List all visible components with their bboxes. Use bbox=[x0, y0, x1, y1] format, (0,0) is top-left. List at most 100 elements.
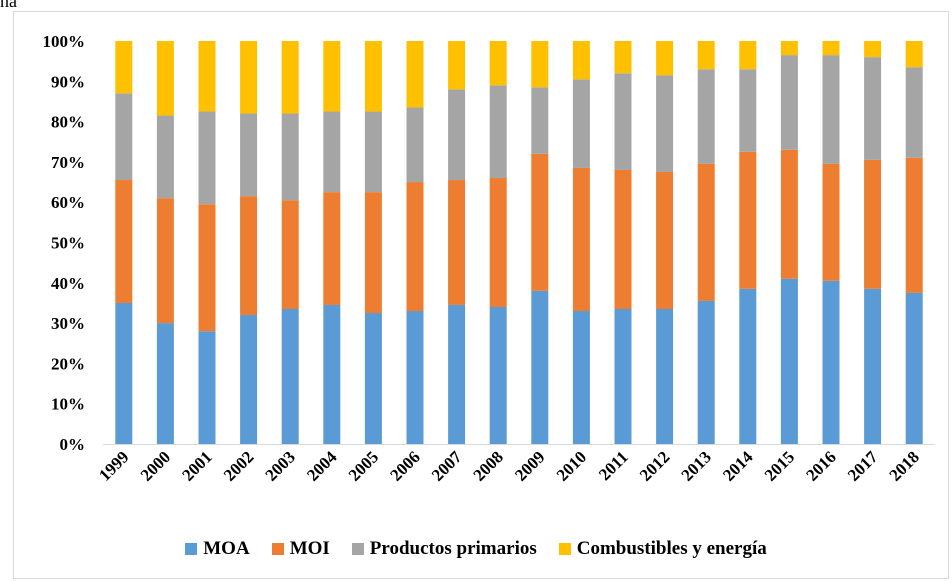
bar-segment-productos-primarios bbox=[739, 69, 757, 152]
y-tick-label: 90% bbox=[51, 72, 85, 91]
legend-label: Productos primarios bbox=[369, 538, 537, 559]
bar-segment-moa bbox=[739, 288, 757, 444]
bar-segment-moi bbox=[406, 182, 424, 312]
bar-segment-productos-primarios bbox=[614, 73, 632, 170]
x-tick-label: 2004 bbox=[303, 447, 341, 485]
x-tick-label: 2014 bbox=[719, 447, 757, 485]
bar-segment-moa bbox=[281, 309, 299, 444]
x-tick-label: 1999 bbox=[95, 447, 132, 484]
bar-segment-moa bbox=[323, 304, 341, 444]
legend-label: MOI bbox=[289, 538, 330, 559]
x-tick-label: 2016 bbox=[802, 447, 839, 484]
x-tick-label: 2010 bbox=[553, 447, 590, 484]
bar-segment-combustibles-y-energía bbox=[406, 41, 424, 108]
legend-item: MOA bbox=[185, 538, 250, 560]
bar-segment-productos-primarios bbox=[406, 107, 424, 183]
x-tick-label: 2017 bbox=[844, 447, 882, 485]
legend-item: MOI bbox=[271, 538, 330, 560]
bar-segment-moi bbox=[656, 171, 674, 309]
x-tick-label: 2003 bbox=[262, 447, 299, 484]
legend-swatch bbox=[351, 543, 364, 555]
x-tick-label: 2006 bbox=[386, 447, 423, 484]
bar-segment-combustibles-y-energía bbox=[572, 41, 590, 80]
bar-segment-moa bbox=[531, 290, 549, 444]
y-tick-label: 70% bbox=[51, 153, 85, 172]
bar-segment-combustibles-y-energía bbox=[780, 41, 798, 56]
cropped-caption-fragment: na bbox=[0, 0, 17, 11]
bar-segment-productos-primarios bbox=[448, 89, 466, 181]
bar-segment-moi bbox=[697, 163, 715, 301]
bar-segment-combustibles-y-energía bbox=[614, 41, 632, 74]
bar-segment-moa bbox=[614, 309, 632, 444]
bar-segment-combustibles-y-energía bbox=[364, 41, 382, 112]
x-tick-label: 2008 bbox=[470, 447, 507, 484]
bar-segment-productos-primarios bbox=[281, 113, 299, 201]
bar-segment-productos-primarios bbox=[572, 79, 590, 168]
bar-segment-moi bbox=[323, 192, 341, 305]
y-tick-label: 60% bbox=[51, 193, 85, 212]
bar-segment-combustibles-y-energía bbox=[198, 41, 216, 112]
bar-segment-combustibles-y-energía bbox=[240, 41, 258, 114]
legend-swatch bbox=[185, 543, 198, 555]
y-tick-label: 50% bbox=[51, 234, 85, 253]
bar-segment-moi bbox=[240, 196, 258, 316]
x-tick-label: 2011 bbox=[595, 447, 632, 484]
bar-segment-productos-primarios bbox=[323, 111, 341, 193]
bar-segment-moi bbox=[614, 169, 632, 309]
bar-segment-moi bbox=[364, 192, 382, 314]
bar-segment-combustibles-y-energía bbox=[905, 41, 923, 68]
bar-segment-productos-primarios bbox=[780, 55, 798, 150]
bar-segment-combustibles-y-energía bbox=[323, 41, 341, 112]
bar-segment-productos-primarios bbox=[697, 69, 715, 164]
bar-segment-moi bbox=[489, 178, 507, 307]
bar-segment-moa bbox=[780, 278, 798, 444]
bar-segment-moa bbox=[406, 311, 424, 444]
x-tick-label: 2012 bbox=[636, 447, 673, 484]
y-tick-label: 80% bbox=[51, 113, 85, 132]
bar-segment-moa bbox=[905, 292, 923, 445]
bar-segment-combustibles-y-energía bbox=[739, 41, 757, 70]
bar-segment-productos-primarios bbox=[864, 57, 882, 160]
bar-segment-moa bbox=[156, 323, 174, 444]
bar-segment-moa bbox=[822, 280, 840, 444]
bar-segment-combustibles-y-energía bbox=[531, 41, 549, 88]
bar-segment-moa bbox=[697, 300, 715, 444]
bar-segment-combustibles-y-energía bbox=[864, 41, 882, 58]
bar-segment-moa bbox=[198, 331, 216, 444]
legend-swatch bbox=[271, 543, 284, 555]
bar-segment-combustibles-y-energía bbox=[489, 41, 507, 86]
bar-segment-combustibles-y-energía bbox=[156, 41, 174, 116]
bar-segment-moa bbox=[448, 304, 466, 444]
x-tick-label: 2002 bbox=[220, 447, 257, 484]
legend-label: MOA bbox=[203, 538, 250, 559]
x-tick-label: 2000 bbox=[137, 447, 174, 484]
y-tick-label: 100% bbox=[43, 32, 86, 51]
bar-segment-moi bbox=[822, 163, 840, 281]
bar-segment-productos-primarios bbox=[198, 111, 216, 205]
bar-segment-moi bbox=[864, 159, 882, 289]
bar-segment-productos-primarios bbox=[156, 115, 174, 199]
bar-segment-combustibles-y-energía bbox=[281, 41, 299, 114]
x-tick-label: 2013 bbox=[678, 447, 715, 484]
bar-segment-combustibles-y-energía bbox=[448, 41, 466, 90]
bar-segment-moi bbox=[572, 167, 590, 311]
bar-segment-moa bbox=[864, 288, 882, 444]
bar-segment-productos-primarios bbox=[489, 85, 507, 179]
bar-segment-combustibles-y-energía bbox=[656, 41, 674, 76]
bar-segment-moi bbox=[198, 204, 216, 332]
bar-segment-combustibles-y-energía bbox=[115, 41, 133, 94]
legend-item: Combustibles y energía bbox=[558, 538, 767, 560]
x-tick-label: 2007 bbox=[428, 447, 466, 485]
x-tick-label: 2015 bbox=[761, 447, 798, 484]
bar-segment-moa bbox=[656, 309, 674, 444]
x-tick-label: 2009 bbox=[511, 447, 548, 484]
y-tick-label: 10% bbox=[51, 395, 85, 414]
y-tick-label: 40% bbox=[51, 274, 85, 293]
bar-segment-moi bbox=[156, 198, 174, 324]
bar-segment-moi bbox=[531, 153, 549, 291]
bar-segment-moi bbox=[739, 151, 757, 289]
bar-segment-moi bbox=[281, 200, 299, 309]
bar-segment-moa bbox=[115, 302, 133, 444]
legend-swatch bbox=[558, 543, 571, 555]
